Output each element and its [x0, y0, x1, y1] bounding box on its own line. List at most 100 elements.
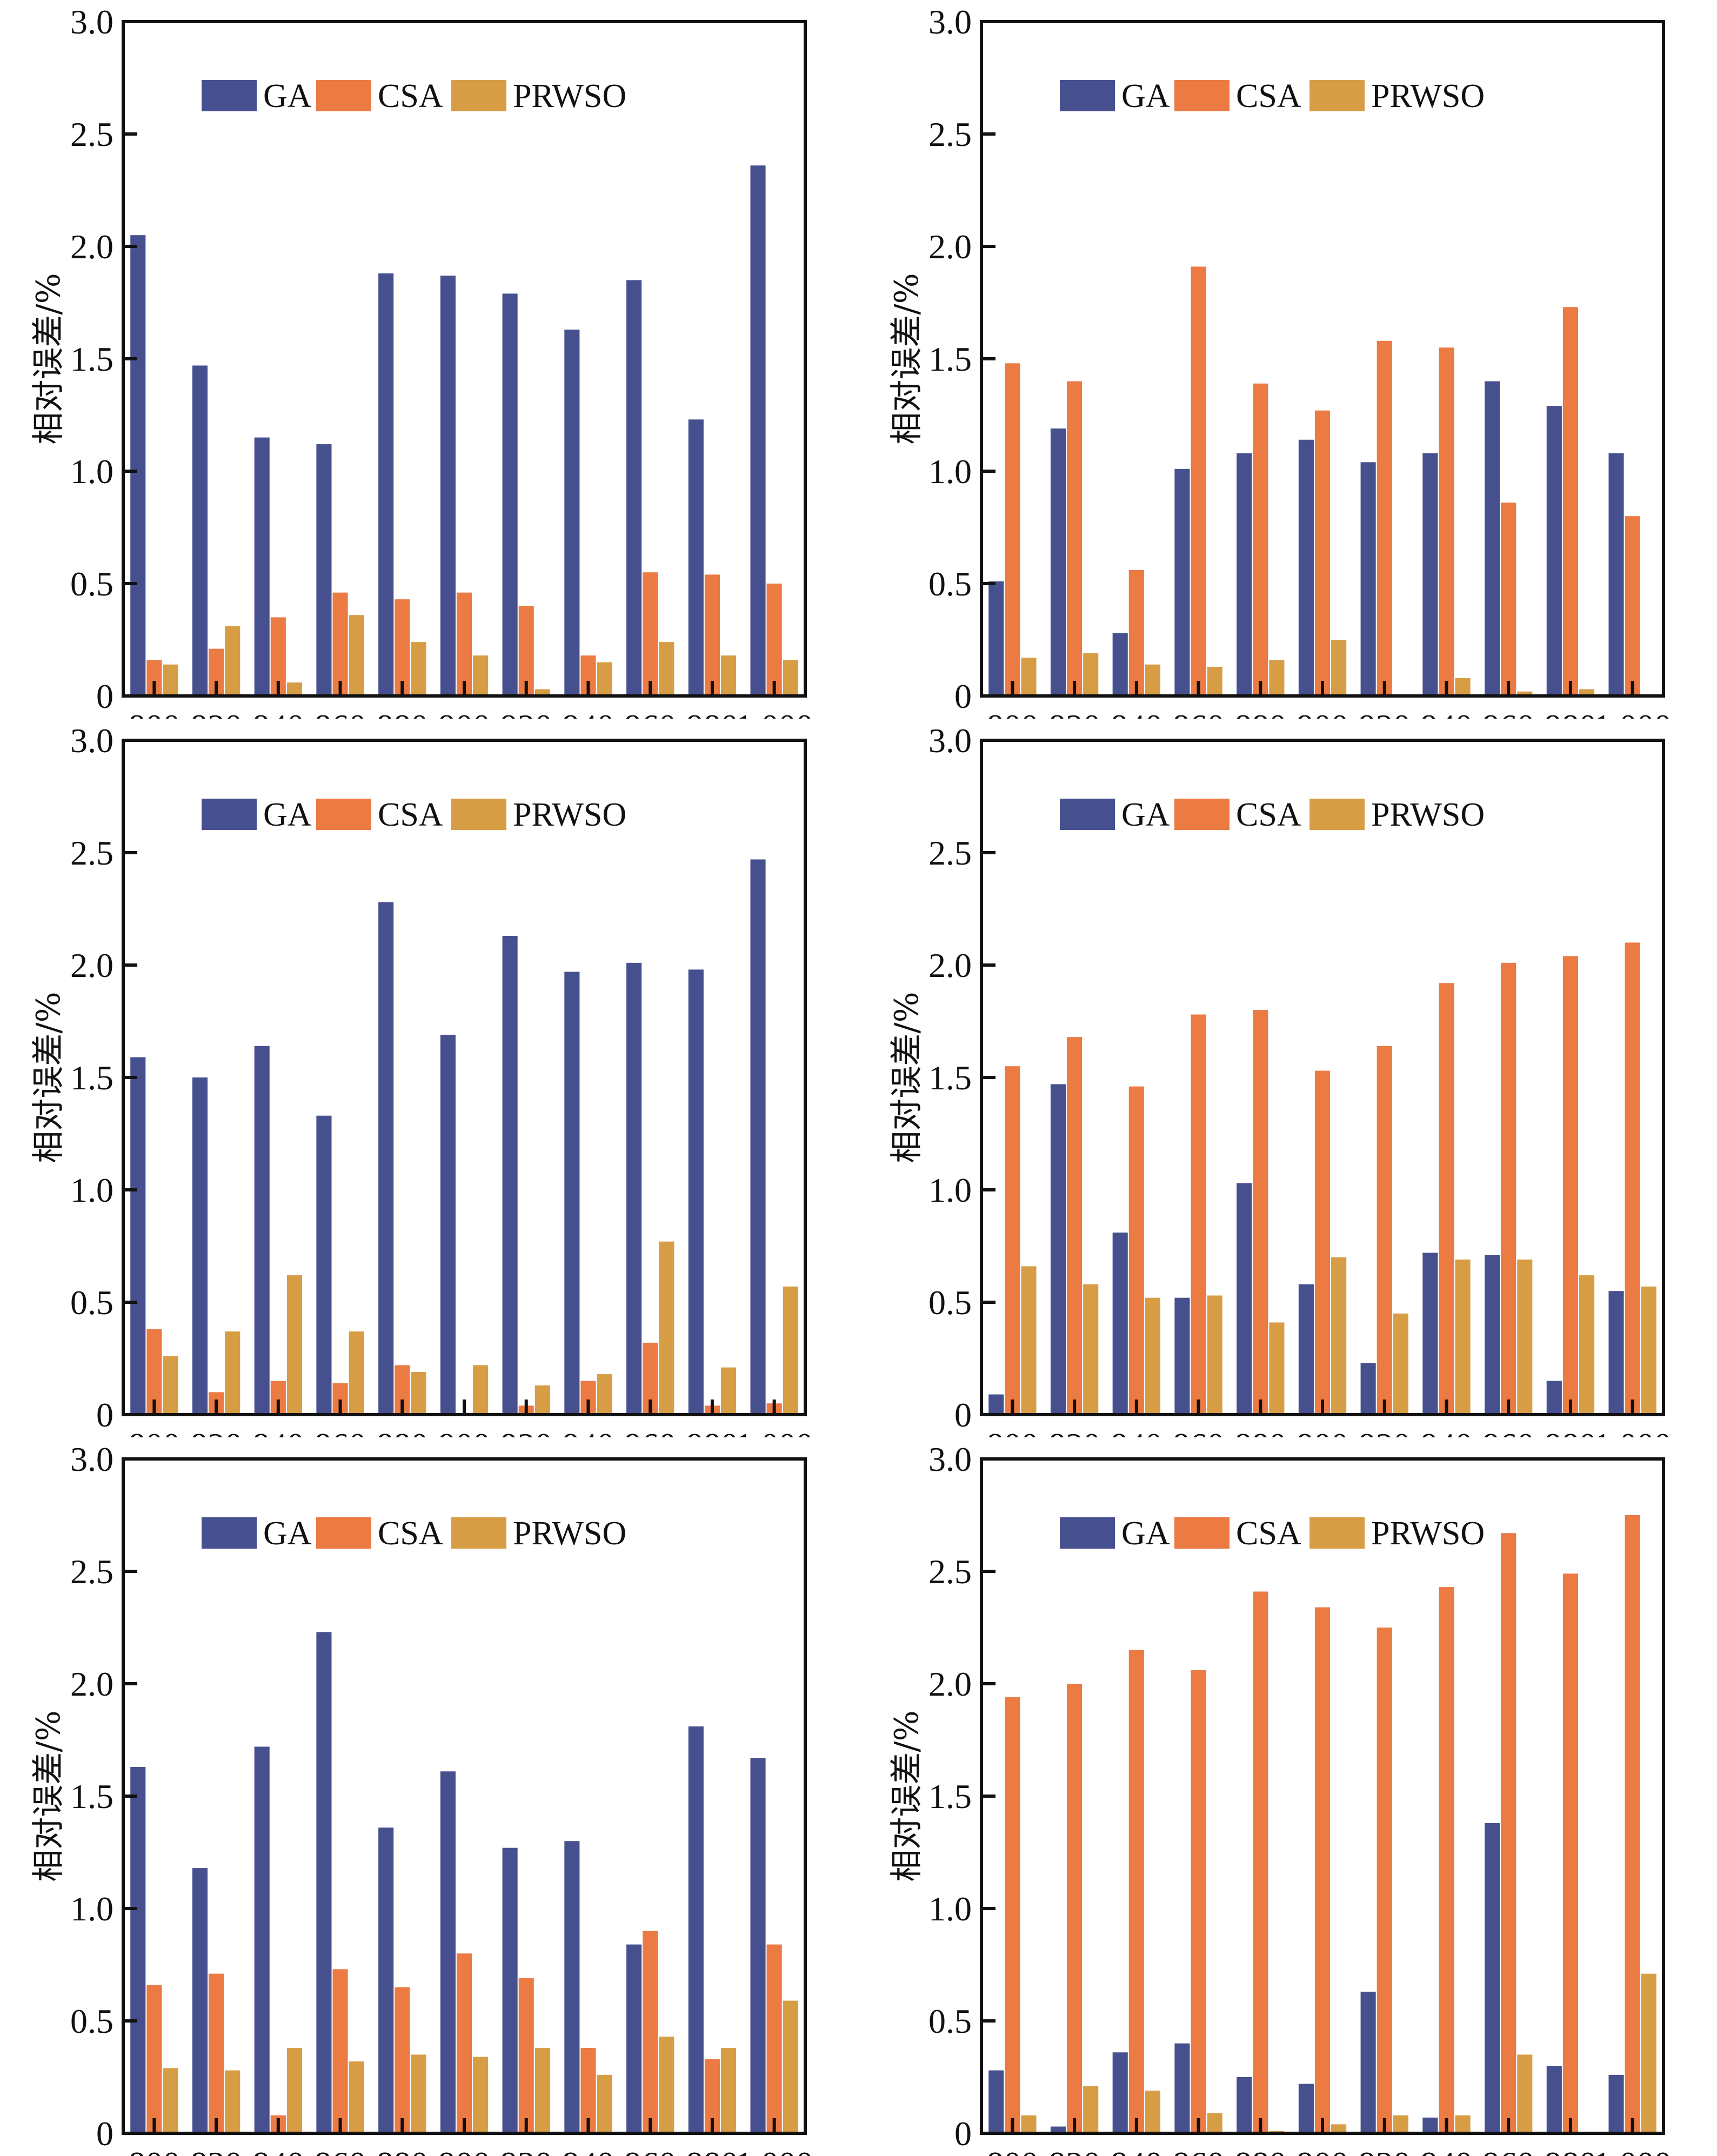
y-tick-label: 2.5 — [70, 115, 113, 153]
legend-label-ga: GA — [263, 78, 312, 115]
bar-prwso — [286, 2047, 302, 2133]
bar-ga — [254, 437, 270, 696]
x-tick-label: 880 — [1234, 707, 1286, 719]
bar-ga — [1608, 1291, 1624, 1415]
bar-ga — [750, 859, 766, 1415]
bar-ga — [1298, 1284, 1314, 1415]
y-axis-title: 相对误差/% — [888, 1710, 926, 1882]
x-tick-label: 900 — [1297, 2145, 1348, 2156]
x-tick-label: 860 — [315, 1426, 366, 1437]
bar-prwso — [597, 662, 612, 696]
bar-prwso — [1455, 2115, 1471, 2133]
legend-label-prwso: PRWSO — [1371, 78, 1485, 115]
bar-ga — [688, 419, 704, 696]
legend-label-csa: CSA — [1236, 78, 1301, 115]
bar-ga — [1112, 633, 1128, 696]
x-tick-label: 940 — [562, 707, 614, 719]
legend-swatch-csa — [316, 1517, 371, 1549]
bar-prwso — [659, 1241, 674, 1415]
legend-label-prwso: PRWSO — [513, 78, 626, 115]
y-tick-label: 0 — [96, 2114, 113, 2153]
bar-prwso — [225, 2070, 240, 2133]
bar-csa — [456, 592, 472, 696]
bar-ga — [192, 1868, 208, 2133]
bar-prwso — [659, 642, 674, 696]
legend-swatch-prwso — [1310, 799, 1365, 830]
bar-ga — [440, 1034, 456, 1415]
x-tick-label: 940 — [562, 1426, 614, 1437]
y-tick-label: 1.5 — [928, 1777, 972, 1816]
bar-csa — [1501, 962, 1516, 1415]
bar-prwso — [163, 2068, 178, 2133]
legend-swatch-csa — [1174, 799, 1230, 830]
y-tick-label: 1.5 — [928, 1059, 972, 1097]
x-tick-label: 860 — [1173, 1426, 1225, 1437]
y-axis-title: 相对误差/% — [888, 273, 926, 444]
bar-prwso — [1331, 1257, 1347, 1415]
x-tick-label: 960 — [624, 1426, 676, 1437]
legend-swatch-csa — [1174, 80, 1230, 111]
bar-ga — [1360, 462, 1376, 696]
bar-prwso — [1207, 1295, 1222, 1415]
x-tick-label: 900 — [1297, 707, 1348, 719]
legend-swatch-ga — [1060, 80, 1115, 111]
y-tick-label: 2.5 — [928, 115, 972, 153]
bar-ga — [316, 444, 332, 696]
y-tick-label: 1.0 — [70, 1171, 113, 1209]
x-tick-label: 840 — [252, 1426, 304, 1437]
x-tick-label: 800 — [128, 1426, 180, 1437]
bar-csa — [1377, 340, 1392, 696]
y-tick-label: 3.0 — [70, 1440, 113, 1478]
x-tick-label: 1 000 — [1594, 707, 1672, 719]
y-tick-label: 3.0 — [928, 721, 972, 760]
legend-swatch-ga — [202, 80, 257, 111]
legend: GA CSA PRWSO — [202, 1515, 626, 1552]
y-tick-label: 0.5 — [70, 2002, 113, 2040]
bar-prwso — [1331, 640, 1347, 696]
bar-prwso — [225, 1331, 240, 1415]
x-tick-label: 920 — [1359, 707, 1411, 719]
legend-swatch-prwso — [451, 1517, 506, 1549]
bar-ga — [1546, 406, 1562, 696]
bar-ga — [1112, 1233, 1128, 1415]
legend-label-ga: GA — [263, 796, 312, 833]
legend: GA CSA PRWSO — [1060, 1515, 1485, 1552]
bar-ga — [988, 1394, 1004, 1415]
bar-csa — [1377, 1628, 1392, 2133]
legend-label-ga: GA — [1121, 796, 1170, 833]
bar-csa — [332, 1969, 348, 2133]
legend-swatch-prwso — [1310, 80, 1365, 111]
bar-ga — [1422, 453, 1438, 696]
x-tick-label: 820 — [1048, 707, 1100, 719]
bar-ga — [626, 962, 642, 1415]
bar-prwso — [1641, 1286, 1656, 1415]
bar-prwso — [473, 2057, 489, 2133]
bar-csa — [1128, 1650, 1144, 2133]
legend-swatch-csa — [316, 799, 371, 830]
x-tick-label: 860 — [1173, 707, 1225, 719]
x-tick-label: 900 — [438, 2145, 490, 2156]
bar-csa — [766, 1944, 782, 2133]
bar-prwso — [1083, 653, 1099, 696]
legend-swatch-ga — [1060, 1517, 1115, 1549]
bar-ga — [316, 1115, 332, 1415]
x-tick-label: 940 — [562, 2145, 614, 2156]
bar-ga — [316, 1632, 332, 2133]
bar-csa — [1625, 1515, 1640, 2133]
bar-csa — [1501, 1533, 1516, 2133]
bar-prwso — [411, 1371, 426, 1415]
bar-prwso — [1269, 1322, 1285, 1415]
bar-chart: 0 0.5 1.0 1.5 2.0 2.5 3.0 800 820 840 860 880 900 920… — [30, 3, 813, 719]
y-tick-label: 2.0 — [928, 946, 972, 985]
x-tick-label: 840 — [1111, 1426, 1163, 1437]
legend-label-csa: CSA — [378, 78, 443, 115]
bar-ga — [1112, 2052, 1128, 2133]
bar-chart: 0 0.5 1.0 1.5 2.0 2.5 3.0 800 820 840 860 880 900 920… — [888, 721, 1672, 1437]
bar-ga — [1050, 2126, 1066, 2133]
bar-csa — [1253, 383, 1268, 696]
y-tick-label: 0 — [954, 1396, 972, 1434]
bar-prwso — [783, 1286, 798, 1415]
bar-prwso — [1579, 1275, 1595, 1415]
bar-ga — [254, 1046, 270, 1415]
bar-ga — [502, 293, 518, 696]
